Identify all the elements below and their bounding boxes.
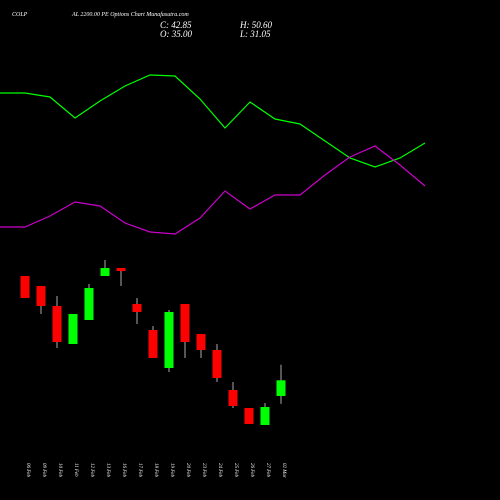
x-tick-label: 19 Feb: [169, 463, 174, 478]
candle-body: [244, 408, 254, 424]
candle-body: [196, 334, 206, 350]
candle-body: [52, 306, 62, 342]
candle-body: [116, 268, 126, 271]
x-tick-label: 18 Feb: [153, 463, 158, 478]
x-tick-label: 06 Feb: [25, 463, 30, 478]
close-label: C: 42.85: [160, 20, 192, 30]
x-tick-label: 09 Feb: [41, 463, 46, 478]
candle-body: [228, 390, 238, 406]
candle-body: [164, 312, 174, 368]
candle-body: [260, 407, 270, 425]
candle-body: [36, 286, 46, 306]
chart-subtitle: AL 2200.00 PE Options Chart Munafasutra.…: [71, 11, 189, 18]
x-tick-label: 12 Feb: [89, 463, 94, 478]
high-label: H: 50.60: [239, 20, 272, 30]
x-tick-label: 16 Feb: [121, 463, 126, 478]
candle-body: [100, 268, 110, 276]
candle-body: [276, 380, 286, 396]
x-tick-label: 10 Feb: [57, 463, 62, 478]
candle-body: [20, 276, 30, 298]
candle-body: [180, 304, 190, 342]
x-tick-label: 20 Feb: [185, 463, 190, 478]
x-tick-label: 13 Feb: [105, 463, 110, 478]
candle-body: [212, 350, 222, 378]
line-series: [0, 74, 426, 168]
chart-title: COLP: [12, 12, 28, 18]
x-tick-label: 24 Feb: [217, 463, 222, 478]
candle-body: [68, 314, 78, 344]
candle-body: [84, 288, 94, 320]
x-tick-label: 02 Mar: [281, 463, 286, 478]
candle-body: [148, 330, 158, 358]
low-label: L: 31.05: [239, 29, 271, 39]
candle-body: [132, 304, 142, 312]
x-tick-label: 11 Feb: [73, 463, 78, 477]
x-tick-label: 25 Feb: [233, 463, 238, 478]
x-tick-label: 27 Feb: [265, 463, 270, 478]
x-tick-label: 26 Feb: [249, 463, 254, 478]
line-series: [0, 145, 426, 235]
open-label: O: 35.00: [160, 29, 192, 39]
x-tick-label: 23 Feb: [201, 463, 206, 478]
x-tick-label: 17 Feb: [137, 463, 142, 478]
